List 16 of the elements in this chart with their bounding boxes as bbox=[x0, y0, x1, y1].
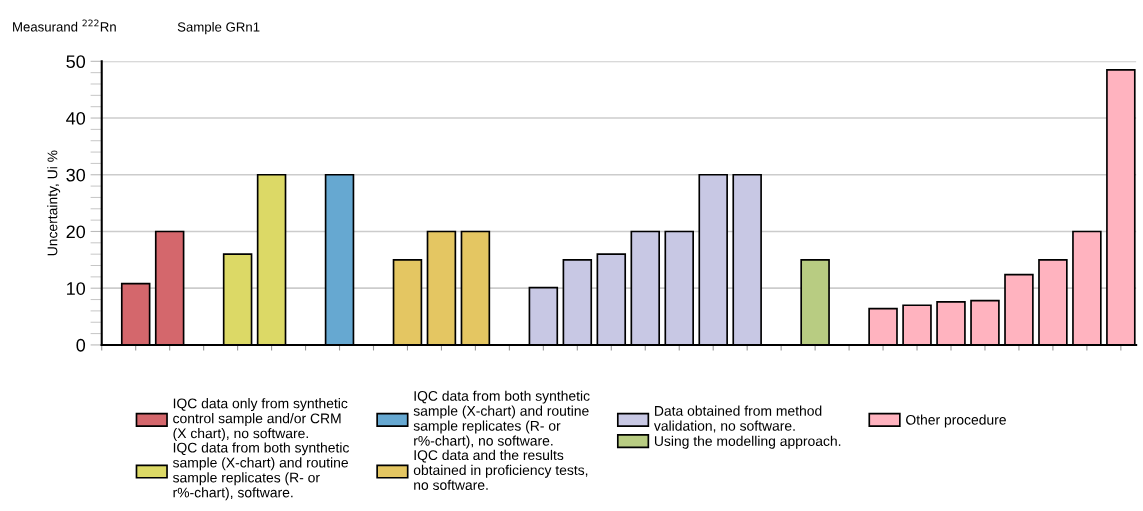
y-tick-label: 50 bbox=[66, 55, 86, 69]
legend-label: IQC data and the results obtained in proficiency tests, no software. bbox=[413, 449, 588, 490]
y-tick-label: 40 bbox=[66, 111, 86, 125]
y-axis-title: Uncertainty, Ui % bbox=[47, 150, 61, 256]
legend-label: IQC data from both synthetic sample (X-chart) and routine sample replicates (R- or r%-chart), software. bbox=[172, 442, 349, 501]
legend-label: IQC data only from synthetic control sample and/or CRM (X chart), no software. bbox=[173, 398, 348, 441]
y-tick-label: 0 bbox=[76, 338, 86, 352]
y-tick-label: 10 bbox=[67, 282, 86, 295]
legend-label: IQC data from both synthetic sample (X-chart) and routine sample replicates (R- or r%-chart), no software. bbox=[413, 390, 590, 449]
legend-label: Other procedure bbox=[906, 414, 1006, 428]
chart-title: Measurand $^{222}$Rn bbox=[13, 19, 116, 32]
y-tick-label: 30 bbox=[66, 168, 86, 182]
y-tick-label: 20 bbox=[66, 225, 86, 239]
legend-label: Data obtained from method validation, no software. bbox=[653, 405, 822, 433]
chart-subtitle: Sample GRn1 bbox=[177, 21, 260, 35]
legend-label: Using the modelling approach. bbox=[654, 435, 841, 449]
